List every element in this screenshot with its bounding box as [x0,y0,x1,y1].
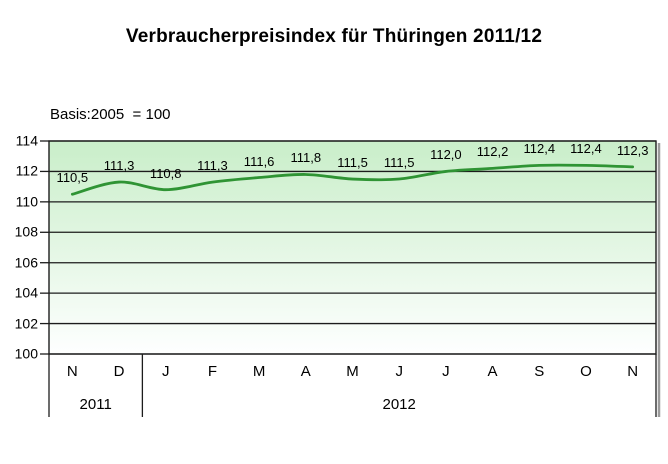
month-label: O [580,362,592,380]
series-line [70,163,635,196]
month-label: J [442,362,450,380]
month-label: M [252,362,266,380]
chart-title: Verbraucherpreisindex für Thüringen 2011… [125,26,543,47]
data-label: 111,5 [383,154,415,170]
month-label: D [113,362,125,380]
data-label: 112,2 [476,144,509,160]
month-label: A [300,362,311,380]
basis-note: Basis:2005 = 100 [50,106,171,123]
y-tick-label: 108 [14,223,38,240]
y-tick-label: 112 [15,162,38,179]
y-tick-label: 114 [15,132,38,149]
data-label: 111,8 [290,150,322,166]
plot-area-background [49,141,656,354]
month-label: J [161,362,170,380]
year-label: 2012 [382,395,416,413]
data-label: 111,6 [243,153,275,169]
data-label: 110,5 [56,170,89,186]
y-tick-label: 100 [14,345,38,362]
data-label: 112,4 [570,141,602,157]
data-label: 111,3 [103,157,135,173]
month-label: M [346,362,359,380]
month-label: N [627,362,639,380]
y-tick-label: 110 [15,193,38,210]
data-label: 112,0 [430,147,462,163]
year-label: 2011 [79,395,112,413]
plot-border [48,140,657,355]
data-label: 112,3 [616,142,649,158]
month-label: F [207,362,218,380]
month-label: N [66,362,78,380]
month-label: A [487,362,498,380]
data-label: 112,4 [523,141,556,157]
y-tick-label: 104 [14,284,38,301]
data-label: 111,3 [197,157,228,173]
y-tick-label: 106 [14,254,38,271]
y-tick-label: 102 [14,314,38,331]
data-label: 110,8 [149,165,182,181]
month-label: S [534,362,545,380]
data-label: 111,5 [337,154,368,170]
month-label: J [395,362,403,380]
